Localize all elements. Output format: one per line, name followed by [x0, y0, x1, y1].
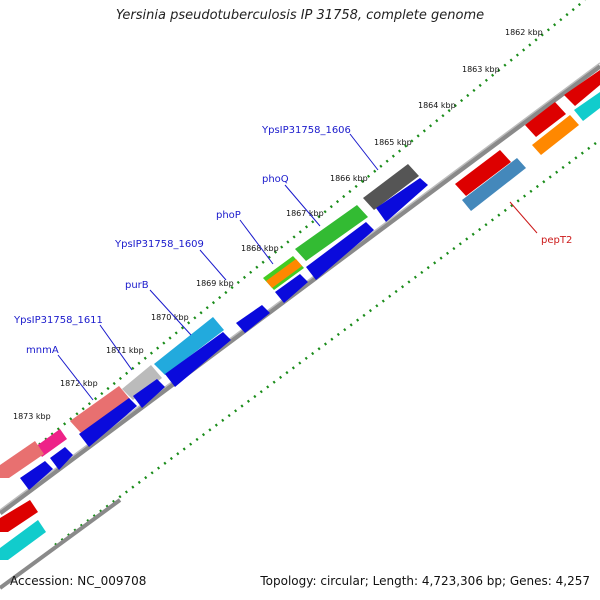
tick-label: 1865 kbp: [374, 138, 412, 147]
gene-cyan-corner[interactable]: [574, 92, 600, 121]
cds-arrow[interactable]: [165, 332, 231, 387]
gene-label-ypsip31758-1609: YpsIP31758_1609: [114, 239, 204, 250]
track-lower-backbone: [0, 498, 122, 590]
gene-red-far[interactable]: [525, 102, 566, 137]
tick-label: 1872 kbp: [60, 379, 98, 388]
tick-label: 1868 kbp: [241, 244, 279, 253]
gene-red-right[interactable]: [455, 150, 511, 196]
gene-pept2[interactable]: [462, 158, 526, 211]
gene-red-lower[interactable]: [0, 500, 38, 532]
gene-phoq[interactable]: [295, 205, 368, 261]
gene-label-pept2: pepT2: [541, 235, 572, 246]
cds-arrow[interactable]: [236, 305, 270, 333]
gene-red-corner[interactable]: [564, 70, 600, 106]
gene-ypsip31758-1606[interactable]: [363, 164, 419, 210]
forward-genes: [0, 70, 600, 478]
gene-label-mnma: mnmA: [26, 345, 59, 356]
cds-arrow[interactable]: [275, 274, 308, 303]
cds-arrow[interactable]: [50, 447, 73, 470]
tick-label: 1869 kbp: [196, 279, 234, 288]
tick-label: 1873 kbp: [13, 412, 51, 421]
map-title: Yersinia pseudotuberculosis IP 31758, co…: [115, 8, 485, 23]
gene-salmon-edge[interactable]: [0, 441, 44, 478]
gene-label-phoq: phoQ: [262, 174, 289, 185]
gene-phop-orange[interactable]: [266, 259, 302, 288]
inner-tick-line: [54, 138, 600, 547]
gene-label-purb: purB: [125, 280, 149, 291]
tick-label: 1870 kbp: [151, 313, 189, 322]
gene-cyan-lower[interactable]: [0, 520, 46, 560]
reverse-genes: [20, 178, 428, 490]
tick-label: 1864 kbp: [418, 101, 456, 110]
tick-label: 1866 kbp: [330, 174, 368, 183]
gene-purb[interactable]: [154, 317, 224, 375]
cds-arrow[interactable]: [133, 379, 165, 408]
cds-arrow[interactable]: [79, 398, 137, 447]
gene-orange-right[interactable]: [532, 115, 579, 155]
cds-arrow[interactable]: [20, 461, 53, 490]
gene-label-phop: phoP: [216, 210, 241, 221]
right-track-genes: [462, 92, 600, 211]
cds-arrow[interactable]: [376, 178, 428, 222]
gene-mnma[interactable]: [70, 386, 130, 433]
gene-ypsip31758-1611[interactable]: [122, 365, 162, 400]
genome-summary: Topology: circular; Length: 4,723,306 bp…: [260, 574, 590, 588]
tick-label: 1863 kbp: [462, 65, 500, 74]
tick-label: 1867 kbp: [286, 209, 324, 218]
gene-pink[interactable]: [35, 429, 67, 457]
gene-label-ypsip31758-1606: YpsIP31758_1606: [261, 125, 351, 136]
cds-arrow[interactable]: [306, 222, 374, 280]
gene-label-ypsip31758-1611: YpsIP31758_1611: [13, 315, 103, 326]
label-leader-lines: [57, 133, 538, 401]
tick-label: 1862 kbp: [505, 28, 543, 37]
tick-label: 1871 kbp: [106, 346, 144, 355]
accession-text: Accession: NC_009708: [10, 574, 147, 588]
